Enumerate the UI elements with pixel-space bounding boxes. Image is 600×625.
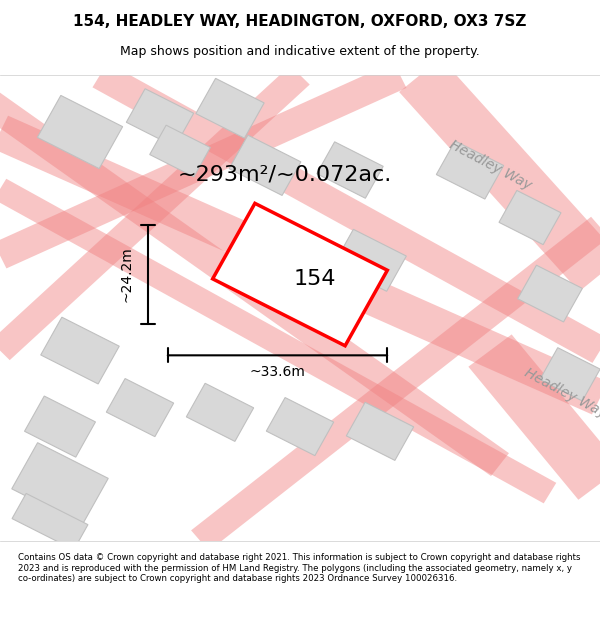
Polygon shape	[317, 142, 383, 198]
Polygon shape	[12, 493, 88, 550]
Polygon shape	[25, 396, 95, 457]
Text: Headley Way: Headley Way	[521, 366, 600, 421]
Polygon shape	[106, 379, 173, 437]
Text: 154, HEADLEY WAY, HEADINGTON, OXFORD, OX3 7SZ: 154, HEADLEY WAY, HEADINGTON, OXFORD, OX…	[73, 14, 527, 29]
Polygon shape	[187, 383, 254, 441]
Polygon shape	[196, 78, 264, 138]
Polygon shape	[0, 64, 509, 476]
Polygon shape	[518, 265, 583, 322]
Polygon shape	[191, 217, 600, 551]
Polygon shape	[12, 442, 108, 524]
Polygon shape	[0, 66, 310, 360]
Polygon shape	[0, 62, 406, 268]
Polygon shape	[399, 58, 600, 291]
Polygon shape	[0, 179, 556, 503]
Polygon shape	[150, 125, 210, 177]
Polygon shape	[436, 141, 503, 199]
Polygon shape	[127, 89, 194, 147]
Text: Headley Way: Headley Way	[446, 138, 533, 192]
Polygon shape	[251, 222, 329, 289]
Polygon shape	[266, 398, 334, 456]
Polygon shape	[469, 334, 600, 500]
Polygon shape	[334, 229, 406, 291]
Polygon shape	[37, 96, 122, 169]
Polygon shape	[0, 116, 600, 414]
Text: ~293m²/~0.072ac.: ~293m²/~0.072ac.	[178, 165, 392, 185]
Text: ~24.2m: ~24.2m	[119, 247, 133, 302]
Polygon shape	[41, 318, 119, 384]
Text: Contains OS data © Crown copyright and database right 2021. This information is : Contains OS data © Crown copyright and d…	[18, 553, 581, 583]
Polygon shape	[212, 203, 388, 346]
Polygon shape	[346, 402, 413, 461]
Polygon shape	[499, 191, 561, 244]
Polygon shape	[540, 348, 600, 401]
Polygon shape	[92, 62, 600, 363]
Text: Map shows position and indicative extent of the property.: Map shows position and indicative extent…	[120, 44, 480, 58]
Polygon shape	[229, 135, 301, 196]
Text: ~33.6m: ~33.6m	[250, 366, 305, 379]
Text: 154: 154	[294, 269, 336, 289]
